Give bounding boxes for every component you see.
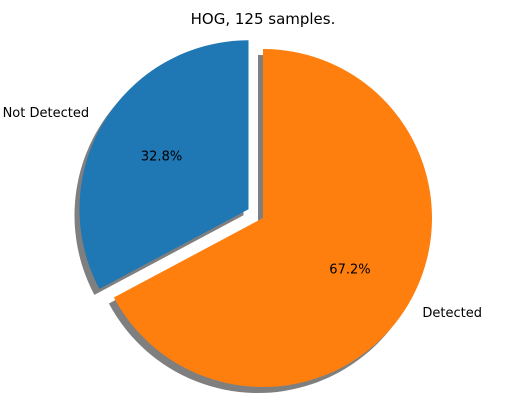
pie-slice-layer xyxy=(79,40,432,387)
pct-label-detected: 67.2% xyxy=(329,263,370,278)
slice-label-detected: Detected xyxy=(422,306,482,321)
slice-label-not-detected: Not Detected xyxy=(3,106,90,121)
pie-label-layer: 32.8% Not Detected 67.2% Detected xyxy=(3,106,482,321)
pct-label-not-detected: 32.8% xyxy=(141,150,182,165)
slice-not-detected xyxy=(79,40,249,289)
chart-title: HOG, 125 samples. xyxy=(191,10,336,28)
slice-detected xyxy=(113,49,432,387)
